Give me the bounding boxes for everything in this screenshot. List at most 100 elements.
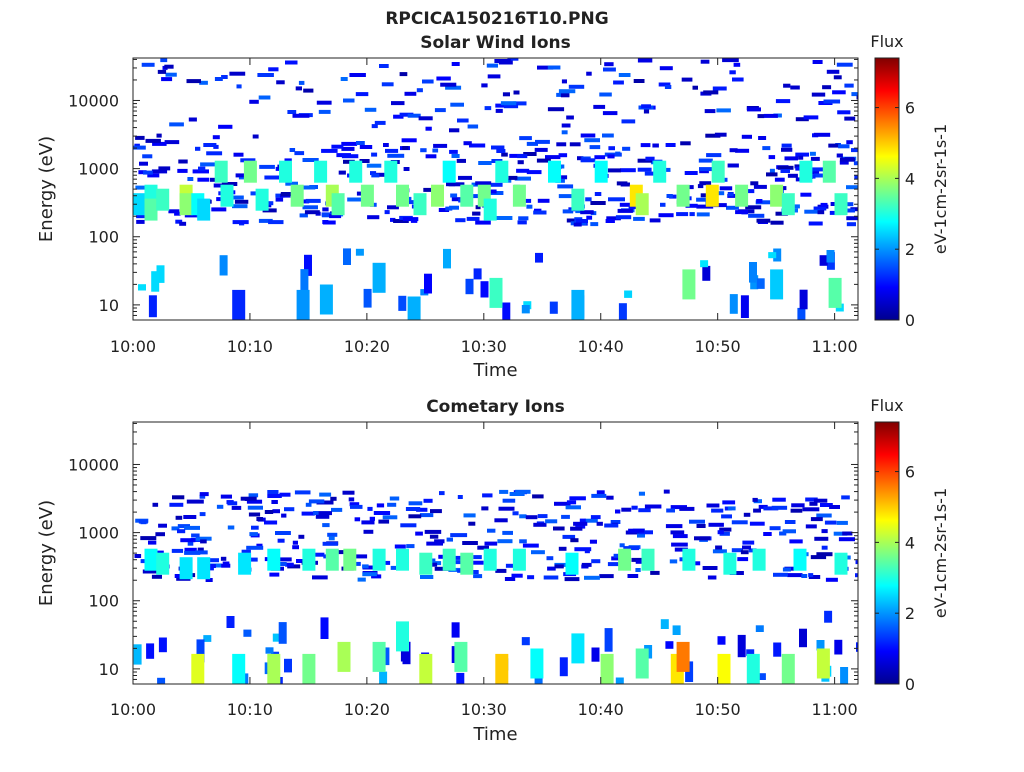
noise-cell (329, 214, 342, 219)
colorbar-label: eV-1cm-2sr-1s-1 (931, 488, 950, 618)
colorbar-tick-label: 2 (905, 240, 915, 259)
heatmap-cell (279, 160, 292, 183)
noise-cell (264, 510, 274, 514)
noise-cell (387, 153, 405, 158)
noise-cell (475, 205, 481, 210)
noise-cell (407, 113, 421, 118)
noise-cell (517, 154, 528, 159)
noise-cell (278, 622, 287, 644)
heatmap-cell (834, 552, 848, 575)
noise-cell (637, 533, 645, 538)
noise-cell (496, 149, 506, 153)
noise-cell (715, 545, 723, 550)
noise-cell (142, 569, 160, 574)
noise-cell (472, 211, 481, 216)
noise-cell (378, 519, 390, 524)
noise-cell (284, 507, 295, 512)
heatmap-cell (232, 289, 246, 320)
noise-cell (271, 500, 278, 504)
noise-cell (833, 75, 842, 80)
noise-cell (251, 525, 259, 530)
noise-cell (501, 152, 508, 157)
noise-cell (322, 207, 329, 212)
noise-cell (732, 77, 744, 82)
noise-cell (473, 574, 483, 579)
noise-cell (644, 171, 661, 176)
noise-cell (531, 550, 545, 555)
noise-cell (679, 506, 695, 511)
noise-cell (838, 144, 850, 149)
noise-cell (708, 522, 724, 527)
noise-cell (195, 146, 201, 151)
noise-cell (781, 147, 793, 152)
noise-cell (321, 213, 332, 218)
noise-cell (142, 154, 153, 159)
noise-cell (463, 141, 472, 146)
heatmap-cell (243, 160, 257, 183)
noise-cell (741, 134, 752, 139)
noise-cell (200, 162, 216, 167)
noise-cell (287, 110, 297, 114)
noise-cell (784, 156, 798, 161)
noise-cell (387, 502, 397, 507)
noise-cell (484, 541, 498, 546)
noise-cell (558, 194, 576, 199)
heatmap-cell (220, 184, 234, 207)
noise-cell (602, 133, 614, 138)
noise-cell (133, 145, 146, 150)
noise-cell (758, 504, 768, 509)
noise-cell (449, 560, 464, 565)
noise-cell (573, 521, 588, 526)
noise-cell (758, 136, 767, 140)
noise-cell (674, 547, 688, 552)
noise-cell (573, 222, 582, 227)
noise-cell (400, 523, 417, 528)
heatmap-cell (828, 277, 842, 308)
noise-cell (855, 573, 858, 578)
noise-cell (841, 495, 850, 500)
noise-cell (187, 541, 194, 546)
heatmap-cell (530, 648, 544, 679)
noise-cell (798, 155, 804, 160)
noise-cell (298, 534, 305, 539)
noise-cell (579, 518, 586, 523)
noise-cell (819, 255, 828, 266)
heatmap-cell (746, 653, 760, 684)
noise-cell (495, 568, 507, 573)
noise-cell (700, 59, 710, 64)
noise-cell (294, 151, 305, 156)
noise-cell (175, 515, 183, 520)
noise-cell (250, 557, 258, 562)
noise-cell (719, 531, 730, 536)
noise-cell (613, 80, 624, 85)
noise-cell (824, 520, 837, 525)
noise-cell (305, 502, 312, 507)
heatmap-cell (635, 648, 649, 679)
noise-cell (341, 146, 355, 151)
noise-cell (590, 201, 606, 205)
noise-cell (235, 173, 250, 178)
x-tick-label: 10:00 (110, 337, 156, 356)
noise-cell (812, 60, 823, 64)
noise-cell (369, 516, 375, 521)
noise-cell (805, 497, 818, 502)
noise-cell (240, 158, 256, 163)
noise-cell (580, 133, 596, 138)
noise-cell (393, 114, 404, 119)
noise-cell (249, 99, 259, 104)
noise-cell (740, 550, 749, 555)
noise-cell (320, 617, 329, 639)
noise-cell (195, 550, 208, 555)
noise-cell (198, 166, 206, 171)
noise-cell (246, 499, 263, 504)
noise-cell (639, 530, 653, 535)
heatmap-cell (302, 653, 316, 684)
noise-cell (292, 540, 298, 545)
noise-cell (466, 216, 480, 221)
noise-cell (745, 205, 762, 210)
noise-cell (158, 166, 171, 171)
noise-cell (580, 210, 594, 215)
noise-cell (532, 494, 544, 499)
noise-cell (774, 177, 785, 182)
noise-cell (804, 209, 821, 214)
